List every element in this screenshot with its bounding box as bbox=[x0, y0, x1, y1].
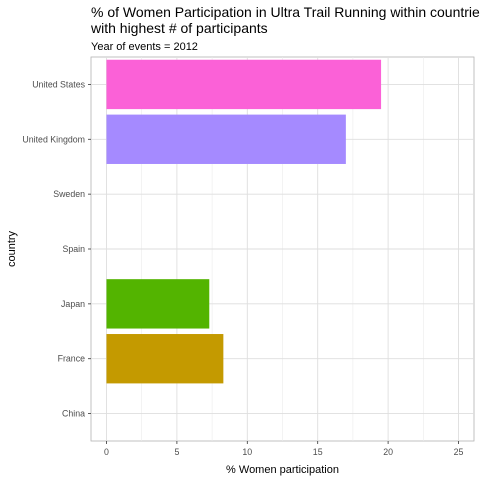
y-tick-label: Japan bbox=[61, 299, 85, 309]
x-axis-title: % Women participation bbox=[226, 464, 339, 476]
y-tick-label: United States bbox=[32, 79, 85, 89]
bars bbox=[106, 59, 382, 384]
bar-united-kingdom bbox=[106, 114, 346, 164]
y-tick-label: United Kingdom bbox=[22, 134, 85, 144]
chart-title-line-2: with highest # of participants bbox=[90, 20, 268, 36]
bar-united-states bbox=[106, 59, 382, 110]
x-tick-label: 25 bbox=[454, 447, 464, 457]
x-tick-label: 5 bbox=[174, 447, 179, 457]
y-tick-label: Sweden bbox=[53, 189, 85, 199]
x-tick-label: 10 bbox=[242, 447, 252, 457]
y-tick-label: Spain bbox=[63, 244, 86, 254]
x-axis-ticks: 0 5 10 15 20 25 bbox=[104, 441, 464, 457]
y-tick-label: China bbox=[62, 409, 85, 419]
x-tick-label: 20 bbox=[383, 447, 393, 457]
y-axis-ticks: China France Japan Spain Sweden United Kingdo… bbox=[22, 79, 91, 419]
y-tick-label: France bbox=[58, 354, 85, 364]
x-tick-label: 15 bbox=[313, 447, 323, 457]
bar-japan bbox=[106, 279, 210, 329]
bar-france bbox=[106, 334, 224, 384]
chart-title-line-1: % of Women Participation in Ultra Trail … bbox=[91, 4, 480, 20]
x-tick-label: 0 bbox=[104, 447, 109, 457]
y-axis-title: country bbox=[6, 230, 18, 267]
chart-subtitle: Year of events = 2012 bbox=[91, 41, 198, 53]
